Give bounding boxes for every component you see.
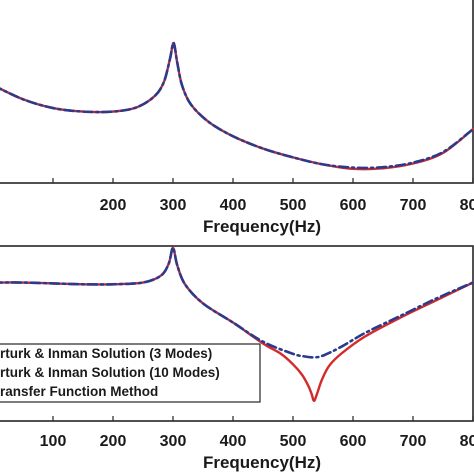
legend-entry-3-modes: rturk & Inman Solution (3 Modes) — [0, 346, 212, 361]
x-tick-label: 200 — [100, 197, 127, 214]
legend: rturk & Inman Solution (3 Modes) rturk &… — [0, 343, 261, 403]
top-x-axis-label: Frequency(Hz) — [203, 217, 321, 236]
x-tick-label: 800 — [460, 433, 474, 450]
x-tick-label: 300 — [160, 433, 187, 450]
legend-entry-transfer-function: ransfer Function Method — [0, 384, 158, 399]
bottom-plot: 0100200300400500600700800 Frequency(Hz) … — [0, 245, 474, 472]
x-tick-label: 500 — [280, 197, 307, 214]
bottom-series — [0, 246, 474, 403]
series-line-dash-dot — [0, 246, 474, 359]
legend-entry-10-modes: rturk & Inman Solution (10 Modes) — [0, 365, 220, 380]
x-tick-label: 600 — [340, 433, 367, 450]
x-tick-label: 500 — [280, 433, 307, 450]
top-x-ticks — [52, 178, 474, 183]
bottom-x-ticks — [52, 416, 474, 421]
x-tick-label: 300 — [160, 197, 187, 214]
x-tick-label: 600 — [340, 197, 367, 214]
legend-box — [0, 343, 261, 403]
top-x-tick-labels: 0200300400500600700800 — [100, 197, 474, 214]
x-tick-label: 200 — [100, 433, 127, 450]
top-series — [0, 41, 474, 171]
x-tick-label: 400 — [220, 197, 247, 214]
x-tick-label: 800 — [460, 197, 474, 214]
bottom-x-tick-labels: 0100200300400500600700800 — [40, 433, 474, 450]
x-tick-label: 100 — [40, 433, 67, 450]
x-tick-label: 700 — [400, 433, 427, 450]
x-tick-label: 400 — [220, 433, 247, 450]
series-line-dash-dot — [0, 41, 474, 170]
x-tick-label: 700 — [400, 197, 427, 214]
top-plot: 0200300400500600700800 Frequency(Hz) — [0, 0, 474, 236]
bottom-x-axis-label: Frequency(Hz) — [203, 453, 321, 472]
